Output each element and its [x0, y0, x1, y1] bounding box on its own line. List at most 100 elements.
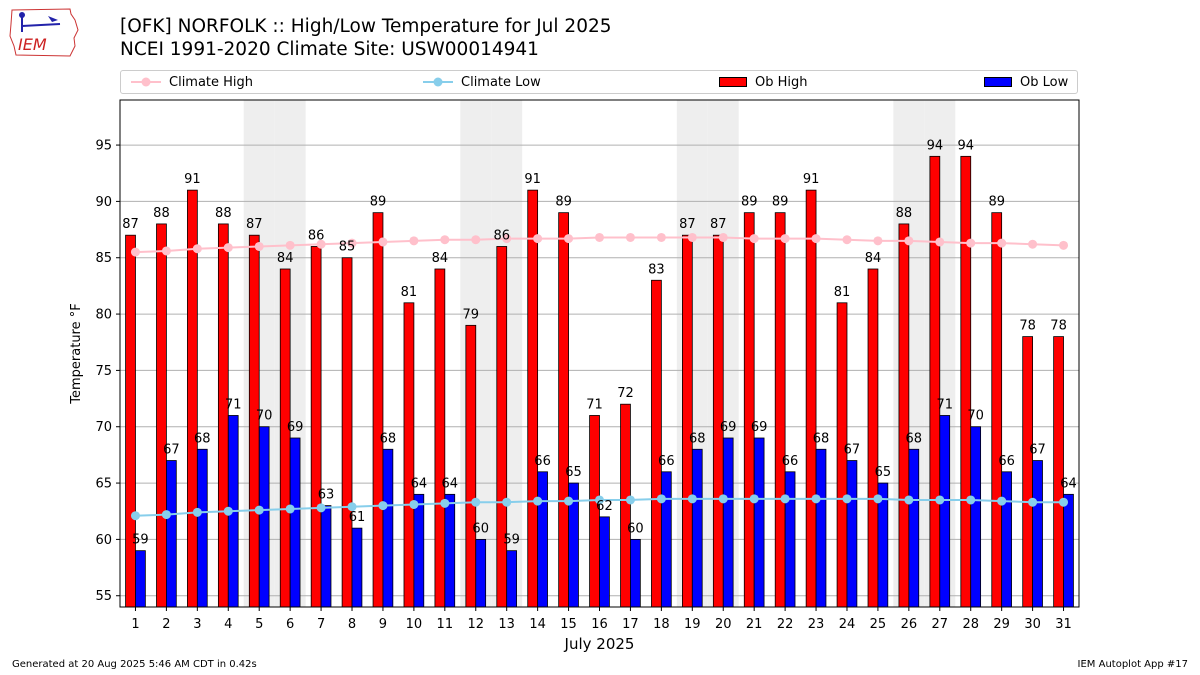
ob-high-bar [1022, 336, 1033, 608]
ob-high-value-label: 89 [555, 195, 572, 210]
ob-high-value-label: 88 [215, 206, 232, 221]
climate-high-point [1059, 240, 1069, 250]
x-tick-label: 6 [286, 617, 294, 632]
ob-low-value-label: 68 [689, 431, 706, 446]
ob-high-value-label: 86 [493, 228, 510, 243]
ob-low-bar [1063, 493, 1074, 608]
bar-value-labels: 87 59 88 67 91 68 88 71 87 70 84 69 86 63 85 61 89 68 81 64… [122, 138, 1077, 547]
ob-high-value-label: 78 [1050, 319, 1067, 334]
ob-low-value-label: 71 [225, 397, 242, 412]
ob-low-bar [1001, 471, 1012, 608]
ob-high-bar [743, 212, 755, 608]
climate-high-point [966, 238, 976, 248]
climate-low-point [1028, 497, 1038, 507]
climate-high-point [161, 246, 171, 256]
climate-low-point [935, 495, 945, 505]
x-tick-label: 18 [653, 617, 670, 632]
ob-high-value-label: 91 [524, 172, 541, 187]
ob-low-value-label: 68 [194, 431, 211, 446]
ob-low-value-label: 65 [875, 465, 892, 480]
climate-low-point [409, 499, 419, 509]
ob-low-bar [815, 448, 827, 608]
ob-high-value-label: 72 [617, 386, 634, 401]
ob-low-bar [784, 471, 796, 608]
x-tick-label: 14 [529, 617, 546, 632]
legend-label: Ob High [755, 74, 808, 90]
legend-ob-high: Ob High [719, 71, 808, 93]
ob-high-bar [558, 212, 569, 608]
ob-high-bar [805, 189, 817, 608]
climate-high-point [904, 236, 914, 246]
ob-high-value-label: 94 [927, 138, 944, 153]
climate-low-point [316, 503, 326, 513]
x-tick-label: 12 [467, 617, 484, 632]
ob-low-bar [382, 448, 394, 608]
ob-low-value-label: 68 [906, 431, 923, 446]
ob-low-bar [166, 460, 177, 608]
ob-low-value-label: 68 [380, 431, 397, 446]
ob-low-value-label: 66 [998, 454, 1015, 469]
legend-label: Climate High [169, 74, 254, 90]
ob-low-bar [320, 505, 332, 608]
climate-low-point [625, 495, 635, 505]
x-tick-label: 15 [560, 617, 577, 632]
ob-low-bar [413, 493, 425, 608]
ob-high-value-label: 87 [710, 217, 727, 232]
climate-high-point [718, 232, 728, 242]
ob-high-bar [156, 223, 167, 608]
ob-high-bar [682, 234, 693, 608]
climate-high-point [749, 234, 759, 244]
x-tick-label: 27 [932, 617, 949, 632]
ob-high-value-label: 81 [401, 285, 418, 300]
climate-high-point [471, 235, 481, 245]
ob-high-bar [434, 268, 446, 608]
ob-low-value-label: 71 [936, 397, 953, 412]
ob-low-value-label: 62 [596, 499, 613, 514]
climate-low-point [749, 494, 759, 504]
x-tick-label: 26 [901, 617, 918, 632]
ob-high-value-label: 87 [679, 217, 696, 232]
climate-high-point [223, 243, 233, 253]
ob-high-bar [279, 268, 291, 608]
ob-low-value-label: 70 [256, 409, 273, 424]
climate-high-point [935, 237, 945, 247]
ob-high-value-label: 88 [153, 206, 170, 221]
climate-low-point [595, 495, 604, 505]
climate-high-point [625, 232, 635, 242]
climate-high-point [780, 234, 790, 244]
ob-low-value-label: 63 [318, 488, 335, 503]
ob-low-value-label: 67 [163, 443, 180, 458]
x-tick-label: 5 [255, 617, 263, 632]
climate-high-point [656, 232, 666, 242]
climate-low-point [440, 498, 450, 508]
climate-lines [130, 232, 1069, 521]
ob-low-bar [537, 471, 548, 608]
climate-high-point [409, 236, 419, 246]
climate-low-point [718, 494, 728, 504]
ob-low-value-label: 69 [720, 420, 737, 435]
climate-low-point [873, 494, 883, 504]
climate-high-point [687, 232, 697, 242]
climate-high-point [316, 239, 326, 249]
climate-high-point [595, 232, 604, 242]
ob-low-value-label: 67 [844, 443, 861, 458]
climate-high-point [842, 235, 852, 245]
x-tick-label: 31 [1055, 617, 1072, 632]
ob-low-bar [196, 448, 208, 608]
climate-low-point [1059, 497, 1069, 507]
climate-high-point [130, 247, 140, 257]
ob-low-value-label: 70 [967, 409, 984, 424]
ob-low-bar [135, 550, 146, 608]
legend-climate-high: Climate High [131, 71, 253, 93]
x-tick-label: 29 [993, 617, 1010, 632]
climate-low-point [564, 496, 574, 506]
x-tick-label: 1 [131, 617, 139, 632]
climate-low-point [687, 494, 697, 504]
ob-high-bar [620, 403, 631, 608]
ob-high-bar [1053, 336, 1064, 608]
ob-high-bar [372, 212, 384, 608]
legend-label: Climate Low [461, 74, 541, 90]
ob-low-swatch [984, 77, 1012, 87]
app-credit: IEM Autoplot App #17 [1077, 659, 1188, 670]
